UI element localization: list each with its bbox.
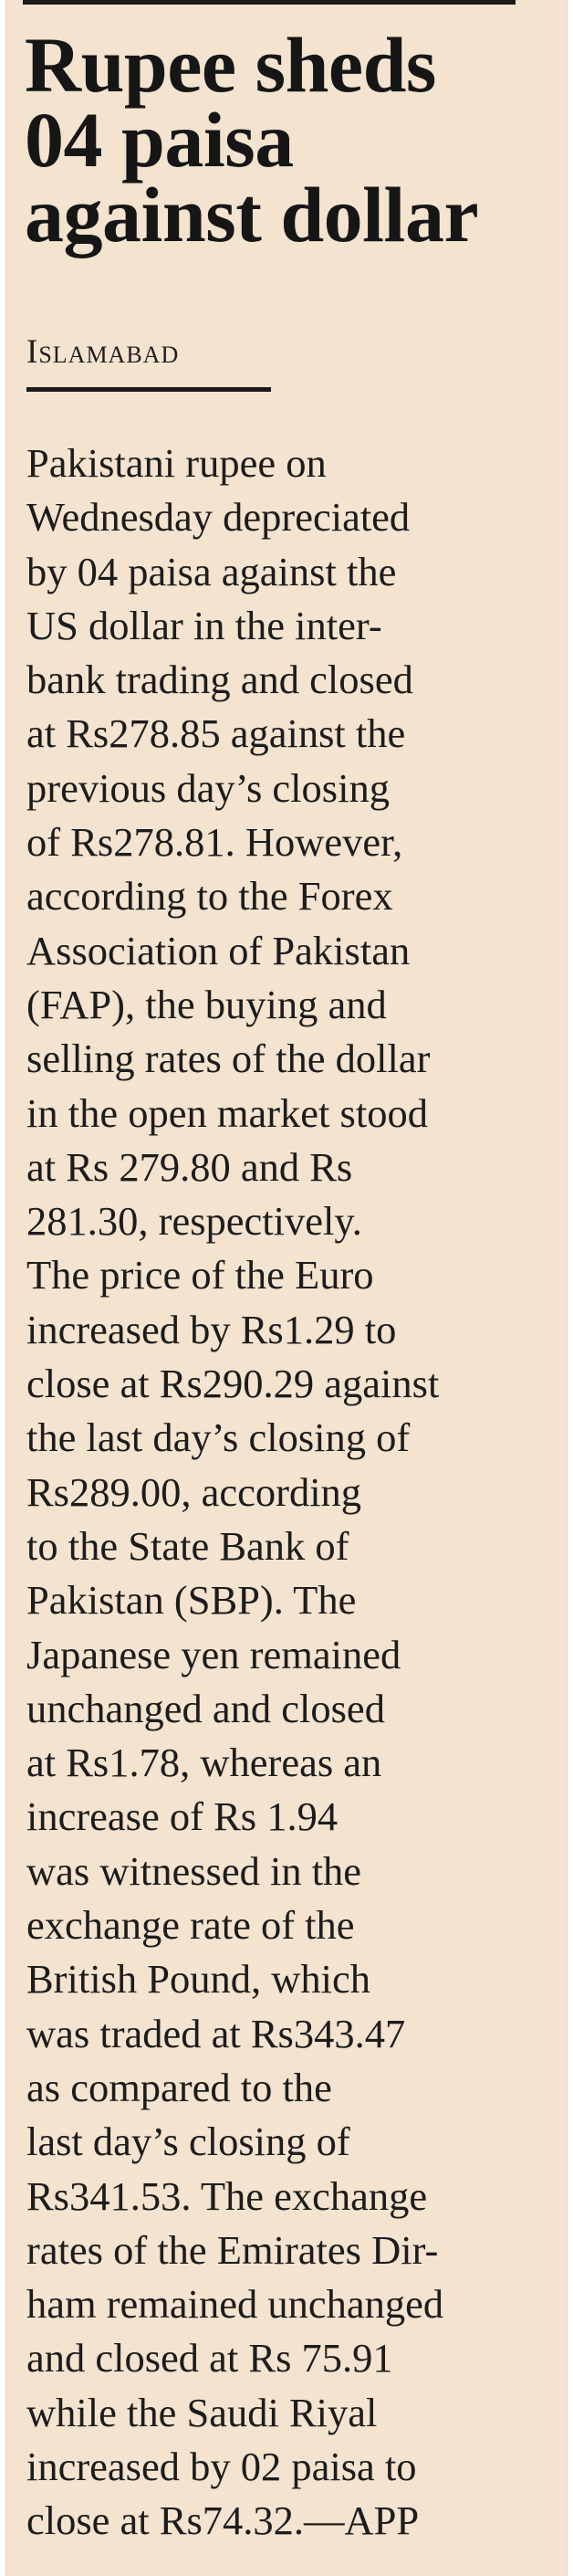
body-line: was traded at Rs343.47: [26, 2010, 406, 2056]
headline-line: Rupee sheds: [25, 21, 436, 109]
headline-line: against dollar: [25, 171, 479, 258]
body-line: Association of Pakistan: [26, 927, 411, 973]
body-line: at Rs 279.80 and Rs: [26, 1143, 353, 1190]
body-line: US dollar in the inter-: [26, 602, 382, 648]
body-line: Pakistan (SBP). The: [26, 1577, 357, 1624]
body-line: close at Rs290.29 against: [26, 1361, 440, 1407]
body-line: bank trading and closed: [26, 657, 413, 703]
top-rule: [23, 0, 516, 5]
body-line: increase of Rs 1.94: [26, 1793, 339, 1840]
body-line: selling rates of the dollar: [26, 1036, 431, 1082]
body-line: Japanese yen remained: [26, 1631, 401, 1677]
dateline-rule: [26, 387, 271, 392]
body-line: The price of the Euro: [26, 1252, 374, 1299]
body-line: of Rs278.81. However,: [26, 819, 403, 866]
article-panel: Rupee sheds 04 paisa against dollar Isla…: [5, 0, 568, 2576]
body-line: at Rs1.78, whereas an: [26, 1740, 382, 1786]
body-line: British Pound, which: [26, 1956, 371, 2003]
body-line: according to the Forex: [26, 873, 393, 920]
article-body: Pakistani rupee on Wednesday depreciated b…: [26, 436, 573, 2549]
body-line: Pakistani rupee on: [26, 440, 327, 486]
body-line: and closed at Rs 75.91: [26, 2335, 393, 2381]
body-line: Rs289.00, according: [26, 1468, 362, 1515]
body-line: Wednesday depreciated: [26, 494, 411, 541]
body-line: rates of the Emirates Dir-: [26, 2226, 439, 2273]
body-line: while the Saudi Riyal: [26, 2389, 378, 2435]
body-line: close at Rs74.32.—APP: [26, 2497, 420, 2544]
body-line: 281.30, respectively.: [26, 1198, 362, 1245]
body-line: unchanged and closed: [26, 1685, 385, 1731]
body-line: increased by Rs1.29 to: [26, 1306, 397, 1352]
body-line: to the State Bank of: [26, 1522, 349, 1569]
body-line: the last day’s closing of: [26, 1414, 411, 1461]
body-line: as compared to the: [26, 2064, 332, 2110]
body-line: (FAP), the buying and: [26, 981, 387, 1027]
body-line: ham remained unchanged: [26, 2281, 444, 2328]
body-line: increased by 02 paisa to: [26, 2443, 417, 2489]
body-line: previous day’s closing: [26, 764, 390, 811]
headline-line: 04 paisa: [25, 96, 294, 184]
body-line: last day’s closing of: [26, 2119, 350, 2165]
body-line: was witnessed in the: [26, 1847, 362, 1894]
dateline: Islamabad: [26, 333, 180, 371]
body-line: exchange rate of the: [26, 1902, 355, 1949]
body-line: at Rs278.85 against the: [26, 710, 406, 757]
headline: Rupee sheds 04 paisa against dollar: [25, 21, 563, 258]
body-line: by 04 paisa against the: [26, 548, 397, 594]
body-line: in the open market stood: [26, 1089, 428, 1136]
body-line: Rs341.53. The exchange: [26, 2172, 428, 2219]
